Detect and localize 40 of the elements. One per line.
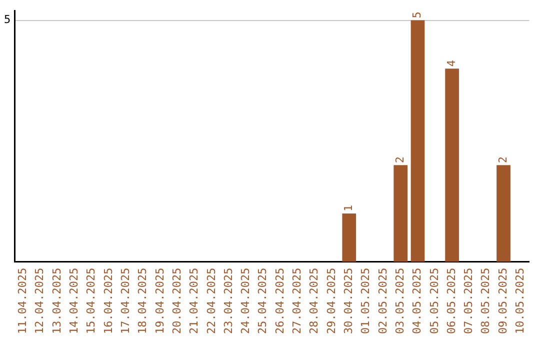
x-tick-label: 20.04.2025 <box>170 268 184 334</box>
x-tick-label: 12.04.2025 <box>33 268 46 334</box>
x-tick-label: 27.04.2025 <box>290 268 304 334</box>
x-tick-label: 24.04.2025 <box>239 268 252 334</box>
data-label: 1 <box>342 204 355 212</box>
bar <box>496 165 510 262</box>
x-tick-label: 30.04.2025 <box>342 268 355 334</box>
x-tick-label: 21.04.2025 <box>188 268 201 334</box>
x-tick-label: 07.05.2025 <box>462 268 476 334</box>
x-tick-label: 09.05.2025 <box>496 268 510 334</box>
x-tick-label: 23.04.2025 <box>222 268 235 334</box>
data-label: 2 <box>393 156 406 164</box>
x-tick-label: 26.04.2025 <box>273 268 286 334</box>
x-tick-label: 05.05.2025 <box>428 268 441 334</box>
x-tick-label: 13.04.2025 <box>50 268 64 334</box>
x-tick-label: 28.04.2025 <box>308 268 321 334</box>
x-tick-label: 25.04.2025 <box>256 268 270 334</box>
data-label: 2 <box>496 156 510 164</box>
x-tick-label: 14.04.2025 <box>68 268 81 334</box>
x-tick-label: 04.05.2025 <box>410 268 424 334</box>
x-tick-label: 29.04.2025 <box>324 268 338 334</box>
x-tick-label: 18.04.2025 <box>136 268 150 334</box>
x-tick-label: 19.04.2025 <box>153 268 166 334</box>
x-tick-label: 08.05.2025 <box>479 268 492 334</box>
x-tick-label: 22.04.2025 <box>204 268 218 334</box>
x-tick-label: 01.05.2025 <box>359 268 372 334</box>
x-tick-label: 16.04.2025 <box>102 268 115 334</box>
bar <box>410 20 425 262</box>
x-tick-label: 11.04.2025 <box>16 268 30 334</box>
data-label: 5 <box>410 12 424 18</box>
x-tick-label: 06.05.2025 <box>444 268 458 334</box>
data-label: 4 <box>444 60 458 67</box>
x-tick-label: 02.05.2025 <box>376 268 390 334</box>
x-tick-label: 15.04.2025 <box>84 268 98 334</box>
bar <box>342 213 356 262</box>
x-tick-label: 10.05.2025 <box>514 268 527 334</box>
x-tick-label: 03.05.2025 <box>393 268 406 334</box>
bar <box>445 68 459 262</box>
bar <box>394 165 408 262</box>
x-tick-label: 17.04.2025 <box>118 268 132 334</box>
